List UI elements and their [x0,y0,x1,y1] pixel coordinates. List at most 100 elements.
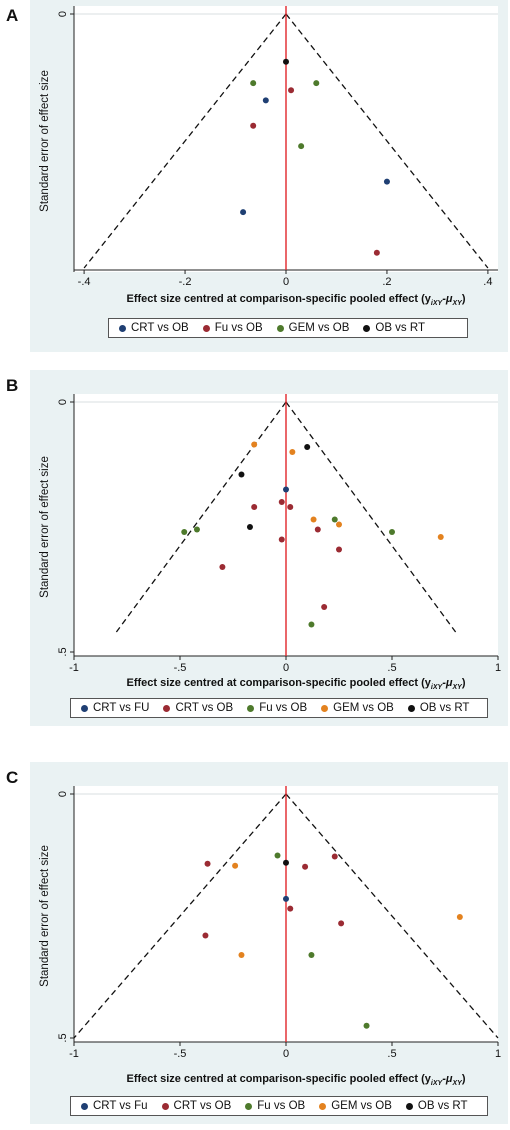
funnel-right-line [285,401,457,633]
data-point-fu-vs-ob [389,529,395,535]
legend-label: CRT vs OB [175,702,234,714]
legend-c: CRT vs Fu CRT vs OB Fu vs OB GEM vs OB OB vs… [70,1096,488,1116]
legend-item: OB vs RT [407,702,469,714]
data-point-crt-vs-ob [251,504,258,510]
panel-c: -1 -.5 0 .5 1 0 .5 Standard error of effect siz… [30,762,508,1124]
x-tick-label: 1 [495,1048,501,1060]
legend-label: OB vs RT [417,1100,468,1112]
data-point-fu-vs-ob [181,529,188,535]
x-tick-label: 1 [495,662,501,674]
panel-label-b: B [6,376,19,395]
data-point-gem-vs-ob [313,80,320,87]
legend-marker [405,1102,413,1110]
legend-item: OB vs RT [405,1100,468,1112]
x-tick-label: 0 [283,662,289,674]
x-tick-label: .5 [387,1048,396,1060]
legend-marker [363,324,371,332]
data-point-gem-vs-ob [289,449,296,455]
panel-label-c: C [6,768,19,787]
data-point-crt-vs-ob [338,920,345,927]
panel-b: -1 -.5 0 .5 1 0 .5 Standard error of effect siz… [30,370,508,726]
data-point-fu-vs-ob [308,621,315,628]
x-tick-label: -.2 [179,276,192,288]
data-point-fu-vs-ob [308,952,315,959]
legend-marker [321,704,329,712]
legend-marker [247,704,255,712]
y-axis-label: Standard error of effect size [39,456,51,598]
data-point-crt-vs-ob [240,209,247,216]
legend-a: CRT vs OB Fu vs OB GEM vs OB OB vs RT [108,318,468,338]
data-point-ob-vs-rt [283,859,289,866]
legend-marker [319,1102,327,1110]
legend-label: GEM vs OB [333,702,394,714]
data-point-crt-vs-ob [262,97,269,104]
data-point-crt-vs-ob [278,499,285,505]
legend-marker [81,704,88,712]
legend-label: Fu vs OB [259,702,308,714]
legend-marker [163,704,171,712]
y-tick-label: .5 [57,1033,69,1042]
data-point-gem-vs-ob [310,516,317,523]
data-point-gem-vs-ob [437,534,444,540]
y-tick-label: 0 [57,399,69,405]
data-point-crt-vs-ob [287,504,294,510]
legend-item: GEM vs OB [276,322,350,334]
data-point-fu-vs-ob [363,1022,370,1029]
funnel-plot-b: -1 -.5 0 .5 1 0 .5 Standard error of effect siz… [39,394,501,691]
x-tick-label: .5 [387,662,396,674]
x-tick-label: -.5 [174,1048,187,1060]
legend-label: CRT vs FU [93,702,150,714]
y-tick-label: .5 [57,647,69,656]
legend-item: Fu vs OB [247,702,307,714]
data-point-crt-vs-ob [331,853,338,860]
data-point-crt-vs-ob [204,860,211,867]
data-point-fu-vs-ob [373,249,380,256]
legend-item: Fu vs OB [202,322,263,334]
data-point-crt-vs-ob [383,178,390,185]
data-point-ob-vs-rt [304,444,311,450]
funnel-plot-c: -1 -.5 0 .5 1 0 .5 Standard error of effect siz… [39,786,501,1087]
data-point-crt-vs-ob [287,905,294,912]
legend-marker [202,324,210,332]
data-point-fu-vs-ob [331,516,338,523]
legend-label: CRT vs Fu [93,1100,148,1112]
data-point-crt-vs-ob [321,604,328,610]
x-axis-label: Effect size centred at comparison-specif… [126,1073,465,1087]
legend-marker [407,704,415,712]
data-point-gem-vs-ob [232,862,239,869]
legend-item: CRT vs FU [81,702,149,714]
legend-label: CRT vs OB [131,322,189,334]
x-tick-label: -1 [69,662,79,674]
x-tick-label: -.5 [174,662,187,674]
data-point-crt-vs-ob [336,546,342,553]
data-point-crt-vs-ob [278,536,285,543]
legend-item: GEM vs OB [319,1100,392,1112]
legend-label: GEM vs OB [331,1100,392,1112]
funnel-plot-a: -.4 -.2 0 .2 .4 0 Standard error of effect siz… [39,6,498,307]
data-point-fu-vs-ob [250,122,257,129]
data-point-gem-vs-ob [336,521,342,528]
x-axis-label: Effect size centred at comparison-specif… [126,293,465,307]
y-axis-label: Standard error of effect size [39,70,51,212]
legend-label: Fu vs OB [257,1100,306,1112]
legend-item: GEM vs OB [321,702,394,714]
legend-marker [81,1102,88,1110]
legend-label: CRT vs OB [173,1100,232,1112]
legend-item: CRT vs OB [119,322,189,334]
data-point-gem-vs-ob [456,913,463,920]
data-point-fu-vs-ob [288,87,295,94]
panel-a: -.4 -.2 0 .2 .4 0 Standard error of effect siz… [30,0,508,352]
legend-label: OB vs RT [375,322,426,334]
legend-item: CRT vs OB [163,702,233,714]
data-point-gem-vs-ob [298,143,305,150]
data-point-gem-vs-ob [250,80,257,87]
legend-item: Fu vs OB [245,1100,305,1112]
legend-marker [119,324,126,332]
data-point-crt-vs-ob [302,863,309,870]
data-point-crt-vs-ob [219,564,226,570]
funnel-left-line [73,793,287,1039]
legend-item: OB vs RT [363,322,425,334]
x-tick-label: -.4 [78,276,91,288]
x-axis-label: Effect size centred at comparison-specif… [126,677,465,691]
legend-label: GEM vs OB [288,322,350,334]
